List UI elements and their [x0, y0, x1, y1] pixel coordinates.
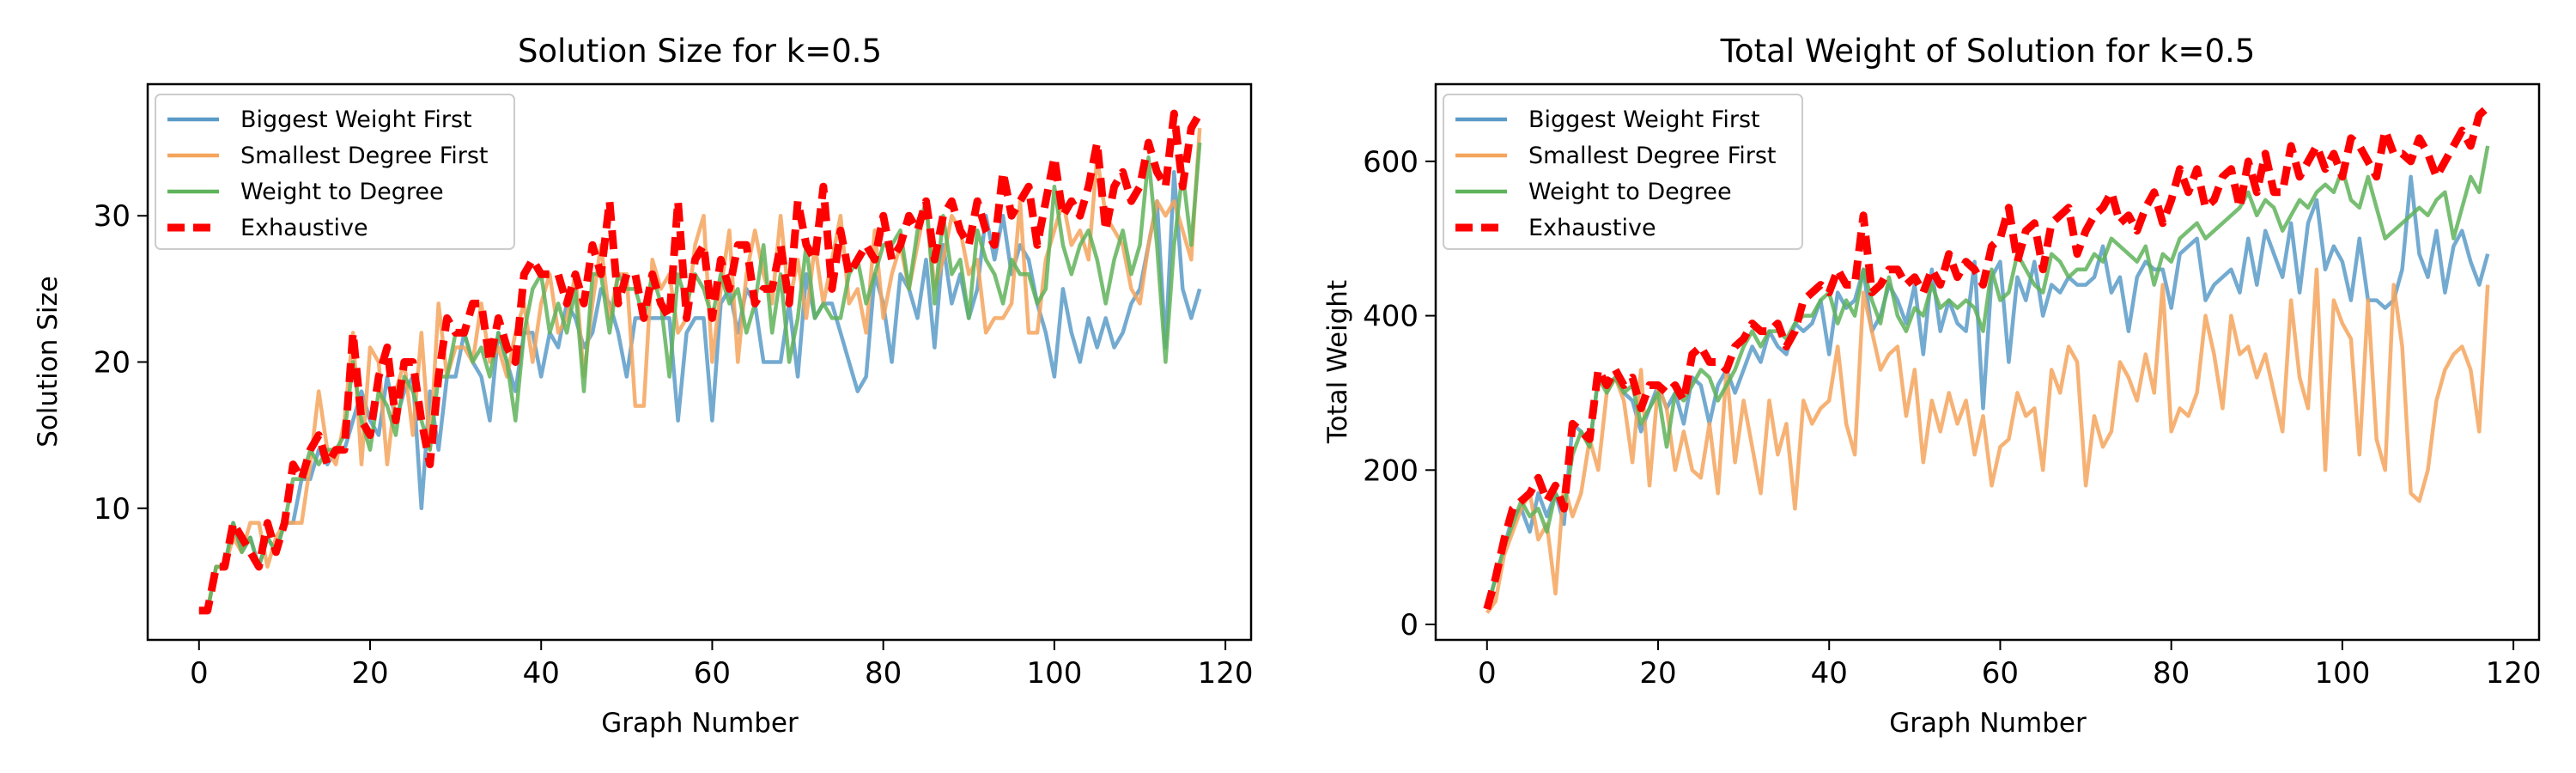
chart-1-legend-box — [155, 94, 515, 250]
chart-2-series-lines — [1483, 104, 2491, 614]
chart-2-legend-box — [1443, 94, 1803, 250]
x-tick-label: 60 — [1982, 656, 2019, 691]
series-line-smallest-degree-first — [1485, 267, 2490, 614]
chart-2-y-axis-label: Total Weight — [1322, 280, 1353, 444]
y-tick-label: 10 — [94, 492, 131, 526]
y-tick-label: 0 — [1400, 608, 1419, 642]
y-tick-label: 200 — [1363, 453, 1419, 488]
legend-label: Weight to Degree — [1528, 179, 1732, 205]
x-tick-label: 100 — [2314, 656, 2370, 691]
chart-1-series-lines — [198, 109, 1204, 615]
x-tick-label: 20 — [1639, 656, 1676, 691]
x-tick-label: 80 — [2153, 656, 2190, 691]
chart-solution-size: Solution Size for k=0.5 0 20 40 60 80 100 120 1… — [33, 33, 1254, 739]
x-tick-label: 120 — [2486, 656, 2542, 691]
series-line-weight-to-degree — [1485, 145, 2490, 610]
x-tick-label: 60 — [694, 656, 731, 691]
chart-1-ticks: 0 20 40 60 80 100 120 10 20 30 — [94, 199, 1254, 691]
legend-entry-biggest-weight-first: Biggest Weight First — [1455, 107, 1760, 133]
x-tick-label: 80 — [865, 656, 902, 691]
x-tick-label: 40 — [523, 656, 560, 691]
chart-1-y-axis-label: Solution Size — [33, 276, 64, 447]
chart-total-weight: Total Weight of Solution for k=0.5 0 20 40… — [1322, 33, 2542, 739]
chart-1-x-axis-label: Graph Number — [601, 708, 799, 739]
chart-2-plot-frame — [1434, 82, 2541, 642]
x-tick-label: 0 — [1478, 656, 1497, 691]
legend-label: Weight to Degree — [240, 179, 444, 205]
x-tick-label: 40 — [1811, 656, 1848, 691]
x-tick-label: 120 — [1198, 656, 1254, 691]
legend-entry-exhaustive: Exhaustive — [1455, 215, 1656, 241]
series-line-smallest-degree-first — [198, 127, 1202, 613]
legend-label: Smallest Degree First — [1528, 143, 1777, 169]
legend-entry-exhaustive: Exhaustive — [167, 215, 368, 241]
chart-2-legend: Biggest Weight First Smallest Degree Fir… — [1443, 94, 1803, 250]
legend-entry-weight-to-degree: Weight to Degree — [167, 179, 444, 205]
legend-entry-weight-to-degree: Weight to Degree — [1455, 179, 1732, 205]
y-tick-label: 600 — [1363, 145, 1419, 180]
legend-label: Smallest Degree First — [240, 143, 489, 169]
y-tick-label: 400 — [1363, 300, 1419, 334]
chart-2-ticks: 0 20 40 60 80 100 120 0 200 400 600 — [1363, 145, 2541, 691]
legend-label: Exhaustive — [1528, 215, 1656, 241]
chart-1-legend: Biggest Weight First Smallest Degree Fir… — [155, 94, 515, 250]
legend-entry-smallest-degree-first: Smallest Degree First — [167, 143, 489, 169]
x-tick-label: 20 — [351, 656, 388, 691]
x-tick-label: 0 — [190, 656, 209, 691]
x-tick-label: 100 — [1026, 656, 1082, 691]
series-line-exhaustive — [198, 109, 1204, 615]
legend-label: Exhaustive — [240, 215, 368, 241]
legend-label: Biggest Weight First — [240, 107, 472, 133]
legend-entry-smallest-degree-first: Smallest Degree First — [1455, 143, 1777, 169]
legend-label: Biggest Weight First — [1528, 107, 1760, 133]
chart-1-title: Solution Size for k=0.5 — [518, 33, 882, 70]
legend-entry-biggest-weight-first: Biggest Weight First — [167, 107, 472, 133]
chart-2-x-axis-label: Graph Number — [1889, 708, 2087, 739]
chart-2-title: Total Weight of Solution for k=0.5 — [1720, 33, 2256, 70]
y-tick-label: 30 — [94, 199, 131, 234]
y-tick-label: 20 — [94, 346, 131, 380]
series-line-exhaustive — [1483, 104, 2491, 611]
